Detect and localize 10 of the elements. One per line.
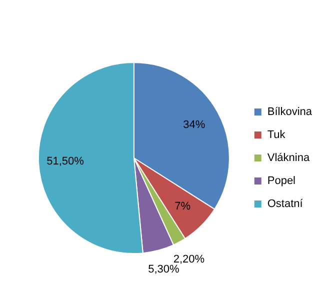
data-label: 34%	[183, 118, 206, 131]
data-label: 2,20%	[173, 254, 205, 266]
legend-label: Bílkovina	[267, 106, 313, 118]
legend-label: Tuk	[267, 129, 286, 142]
legend-label: Vláknina	[267, 152, 310, 164]
data-label: 7%	[174, 200, 191, 213]
legend-label: Ostatní	[267, 198, 304, 210]
legend-label: Popel	[267, 175, 296, 188]
data-label: 51,50%	[46, 155, 84, 168]
data-label: 5,30%	[148, 264, 180, 276]
